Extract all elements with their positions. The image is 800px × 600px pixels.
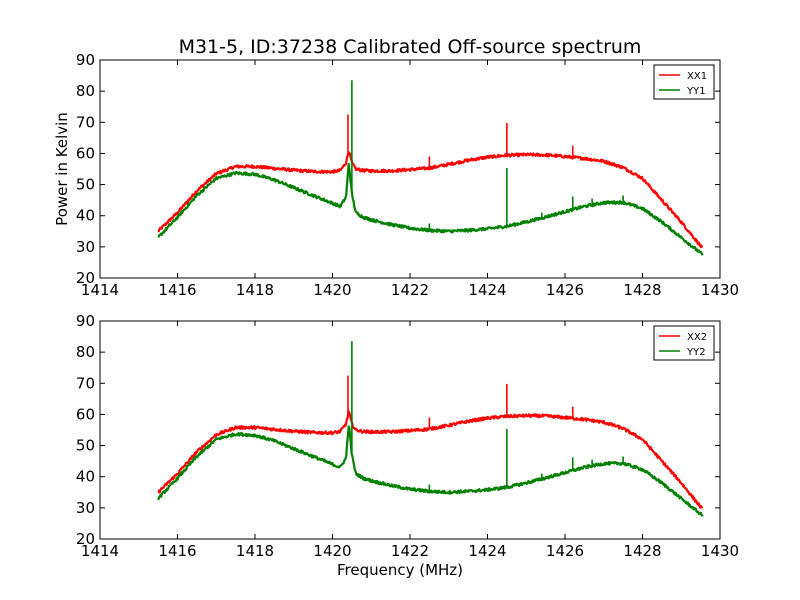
legend-label-xx1: XX1 [687,71,707,82]
x-tick-label: 1414 [81,281,119,299]
x-tick-label: 1424 [468,281,506,299]
x-axis-label: Frequency (MHz) [337,561,463,579]
x-tick-label: 1424 [468,542,506,560]
x-tick-label: 1428 [623,281,661,299]
x-tick-label: 1418 [236,281,274,299]
series-line-yy1 [157,162,704,256]
y-tick-label: 30 [76,499,95,517]
y-tick-label: 50 [76,437,95,455]
legend-box [653,325,715,361]
series-line-yy2 [157,425,704,517]
x-tick-label: 1418 [236,542,274,560]
y-tick-label: 40 [76,207,95,225]
x-tick-label: 1420 [313,281,351,299]
x-tick-label: 1426 [546,281,584,299]
y-tick-label: 20 [76,269,95,287]
top-panel: 1414 1416 1418 1420 1422 1424 1426 1428 1430 20 30… [53,51,739,299]
legend-label-yy1: YY1 [686,86,706,97]
legend-label-xx2: XX2 [687,332,707,343]
y-tick-label: 80 [76,82,95,100]
plot-traces [157,341,704,517]
x-tick-label: 1422 [391,542,429,560]
figure-title: M31-5, ID:37238 Calibrated Off-source sp… [179,36,642,58]
x-tick-label: 1414 [81,542,119,560]
x-tick-label: 1430 [701,281,739,299]
series-line-xx1 [157,151,704,249]
x-tick-label: 1430 [701,542,739,560]
y-tick-label: 20 [76,530,95,548]
bottom-panel: 1414 1416 1418 1420 1422 1424 1426 1428 1430 20 30… [76,312,739,579]
x-tick-label: 1420 [313,542,351,560]
y-tick-label: 80 [76,343,95,361]
y-tick-label: 60 [76,144,95,162]
y-tick-label: 70 [76,113,95,131]
legend-label-yy2: YY2 [686,347,706,358]
x-tick-label: 1422 [391,281,429,299]
x-tick-label: 1428 [623,542,661,560]
series-line-xx2 [157,410,704,509]
y-axis-label: Power in Kelvin [53,112,71,226]
x-tick-label: 1416 [158,281,196,299]
legend-box [653,64,715,100]
y-tick-label: 40 [76,468,95,486]
y-tick-label: 30 [76,238,95,256]
y-tick-label: 90 [76,51,95,69]
plot-traces [157,80,704,256]
y-tick-label: 60 [76,405,95,423]
x-tick-label: 1416 [158,542,196,560]
x-tick-label: 1426 [546,542,584,560]
y-tick-label: 70 [76,374,95,392]
y-tick-label: 50 [76,176,95,194]
y-tick-label: 90 [76,312,95,330]
